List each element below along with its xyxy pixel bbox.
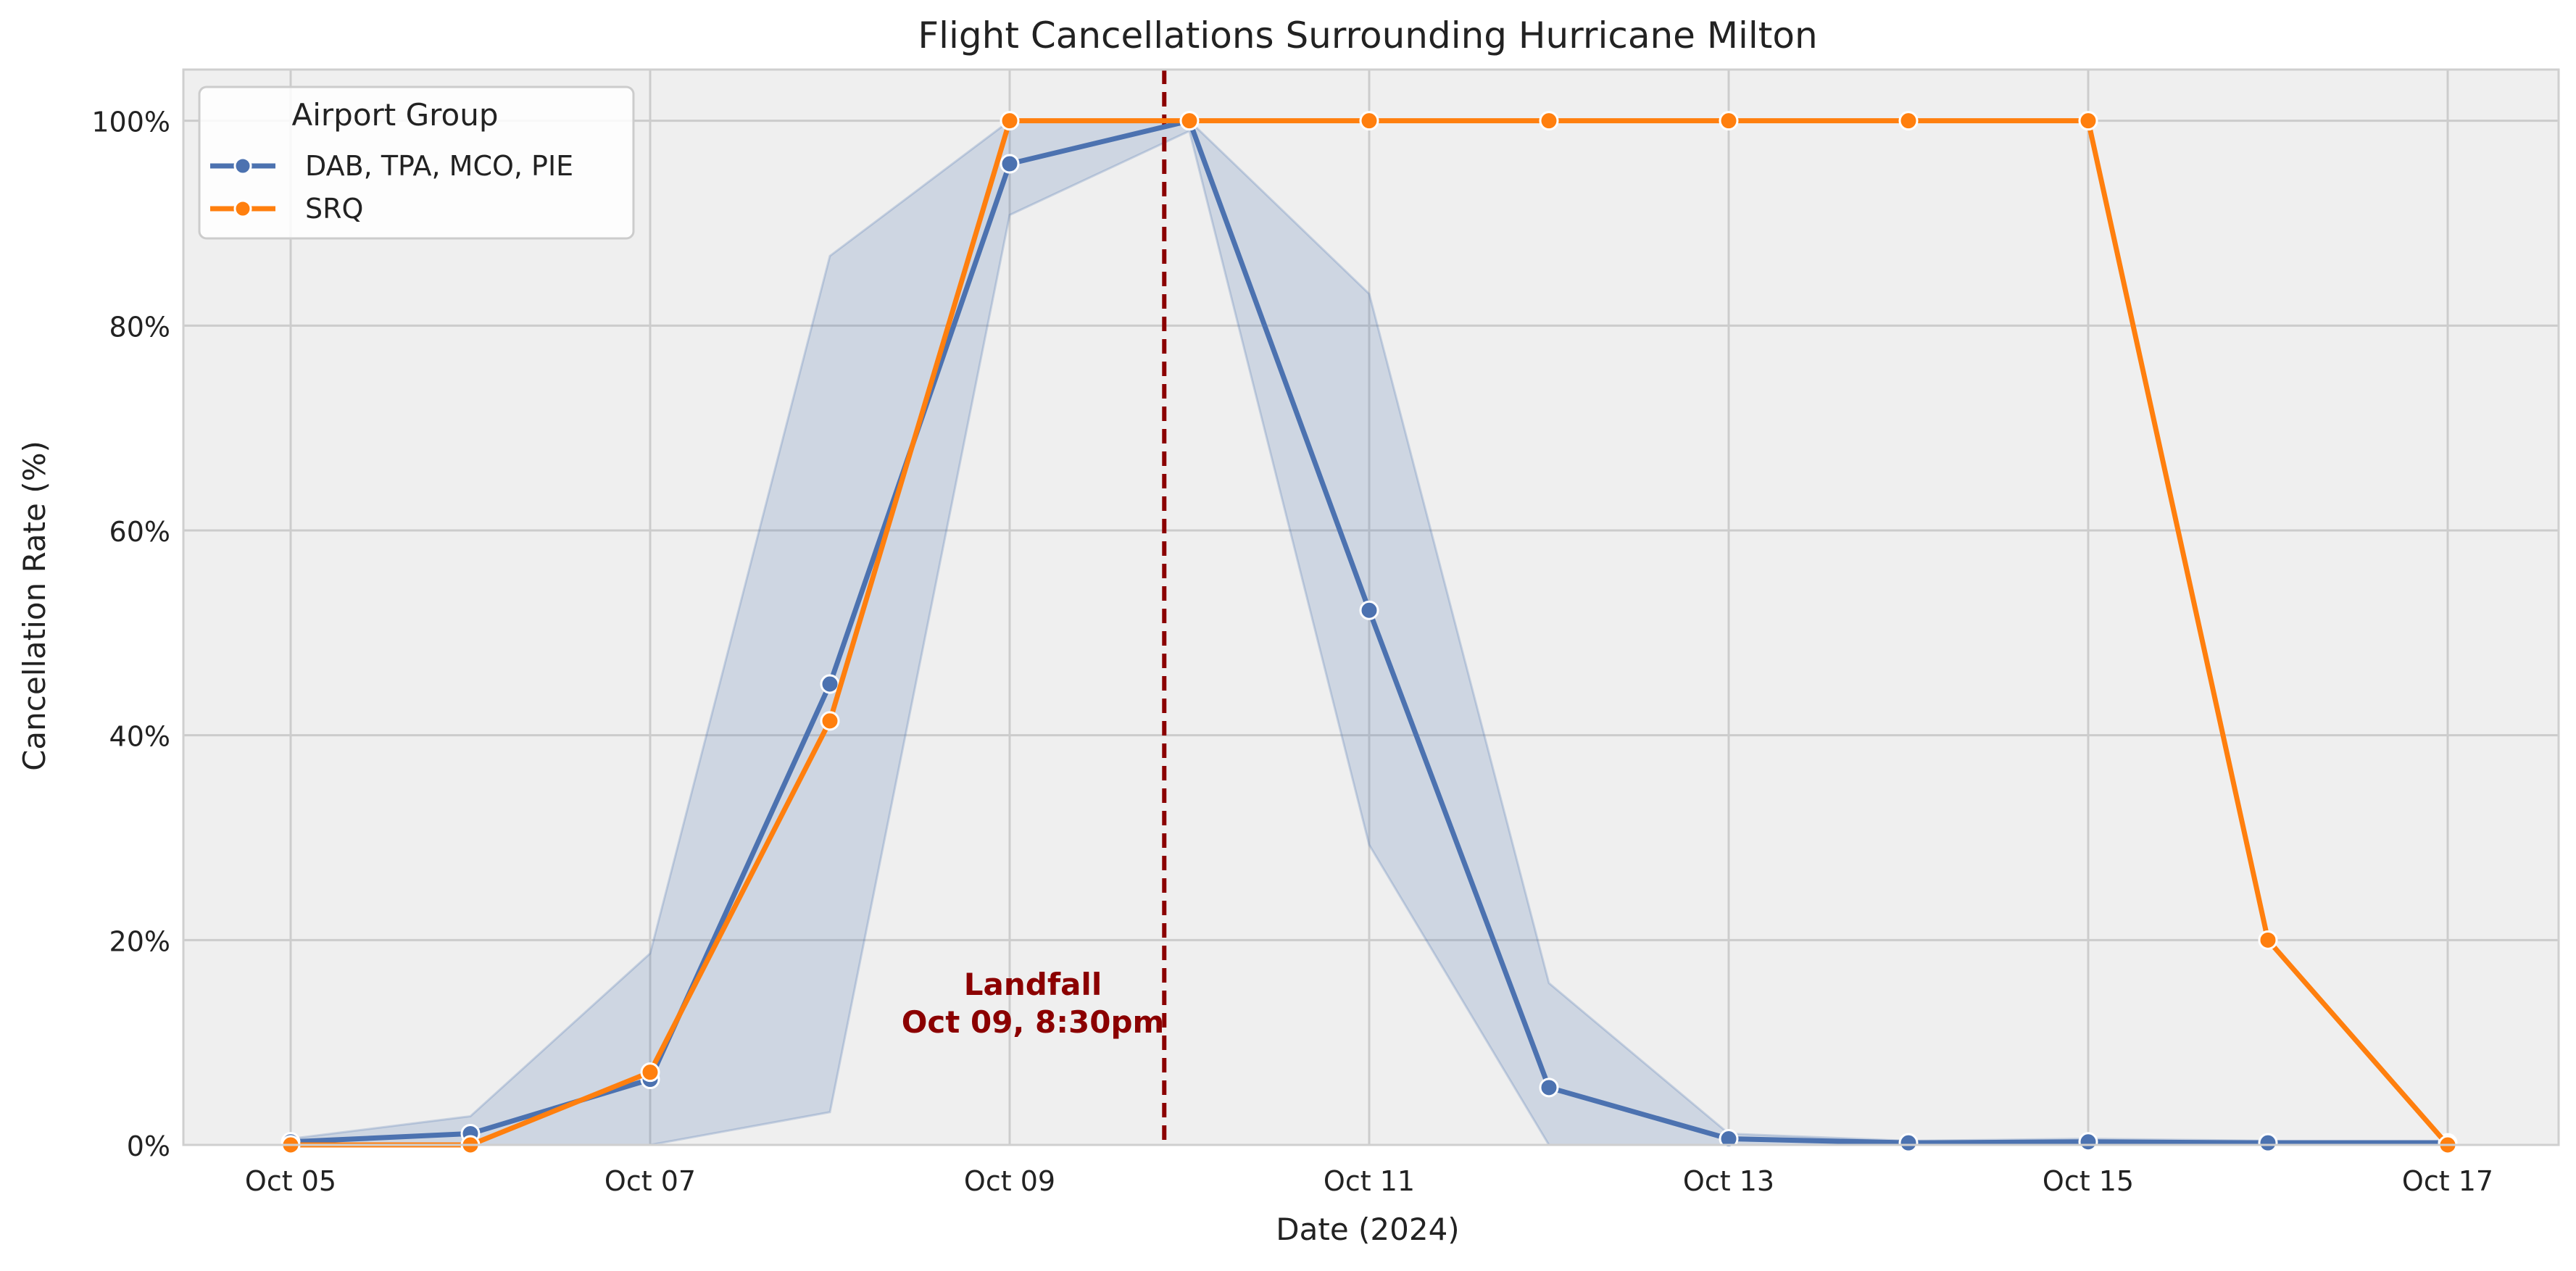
- data-point-series-2: [2258, 930, 2278, 950]
- x-tick-label: Oct 13: [1683, 1165, 1774, 1197]
- data-point-series-1: [1000, 154, 1020, 174]
- data-point-series-2: [2078, 111, 2098, 131]
- legend-marker-series-1: [233, 157, 252, 175]
- landfall-annotation-line-1: Landfall: [964, 967, 1102, 1002]
- data-point-series-2: [1898, 111, 1919, 131]
- data-point-series-1: [1359, 600, 1379, 620]
- x-tick-label: Oct 11: [1324, 1165, 1415, 1197]
- landfall-annotation: Landfall Oct 09, 8:30pm: [902, 967, 1165, 1040]
- y-tick-label: 60%: [109, 516, 170, 548]
- landfall-annotation-line-2: Oct 09, 8:30pm: [902, 1004, 1165, 1040]
- x-tick-label: Oct 05: [245, 1165, 336, 1197]
- legend-entry-series-2: SRQ: [210, 193, 363, 225]
- plot-border: [182, 68, 2560, 1146]
- legend-label-series-2: SRQ: [305, 193, 363, 225]
- chart-title: Flight Cancellations Surrounding Hurrica…: [918, 14, 1817, 57]
- axes: 0% 20% 40% 60% 80% 100% Oct 05 Oct 07 Oct 09 Oct …: [91, 107, 2493, 1197]
- data-point-series-2: [820, 711, 840, 731]
- y-tick-label: 40%: [109, 721, 170, 753]
- data-point-series-2: [1719, 111, 1739, 131]
- data-point-series-1: [1898, 1133, 1919, 1153]
- legend-title: Airport Group: [292, 97, 499, 133]
- series-layer: [281, 111, 2458, 1155]
- data-point-series-1: [1539, 1078, 1559, 1098]
- series-2: [281, 111, 2458, 1155]
- x-tick-label: Oct 09: [964, 1165, 1055, 1197]
- data-point-series-1: [1719, 1129, 1739, 1149]
- legend-label-series-1: DAB, TPA, MCO, PIE: [305, 150, 573, 182]
- legend-entry-series-1: DAB, TPA, MCO, PIE: [210, 150, 573, 182]
- y-tick-label: 100%: [91, 107, 170, 138]
- legend-box: [198, 86, 635, 240]
- data-point-series-2: [1359, 111, 1379, 131]
- y-tick-label: 0%: [127, 1130, 170, 1162]
- y-tick-label: 20%: [109, 925, 170, 957]
- data-point-series-1: [2078, 1132, 2098, 1152]
- x-axis-label: Date (2024): [1276, 1212, 1459, 1247]
- data-point-series-1: [820, 674, 840, 694]
- data-point-series-2: [1000, 111, 1020, 131]
- data-point-series-1: [2258, 1133, 2278, 1153]
- data-point-series-2: [640, 1062, 660, 1083]
- y-tick-label: 80%: [109, 311, 170, 343]
- x-tick-label: Oct 17: [2402, 1165, 2493, 1197]
- legend: Airport Group DAB, TPA, MCO, PIE SRQ: [198, 86, 635, 240]
- x-tick-label: Oct 07: [604, 1165, 696, 1197]
- data-point-series-2: [1179, 111, 1200, 131]
- legend-marker-series-2: [233, 199, 252, 218]
- data-point-series-2: [1539, 111, 1559, 131]
- x-tick-label: Oct 15: [2043, 1165, 2134, 1197]
- y-axis-label: Cancellation Rate (%): [17, 441, 52, 771]
